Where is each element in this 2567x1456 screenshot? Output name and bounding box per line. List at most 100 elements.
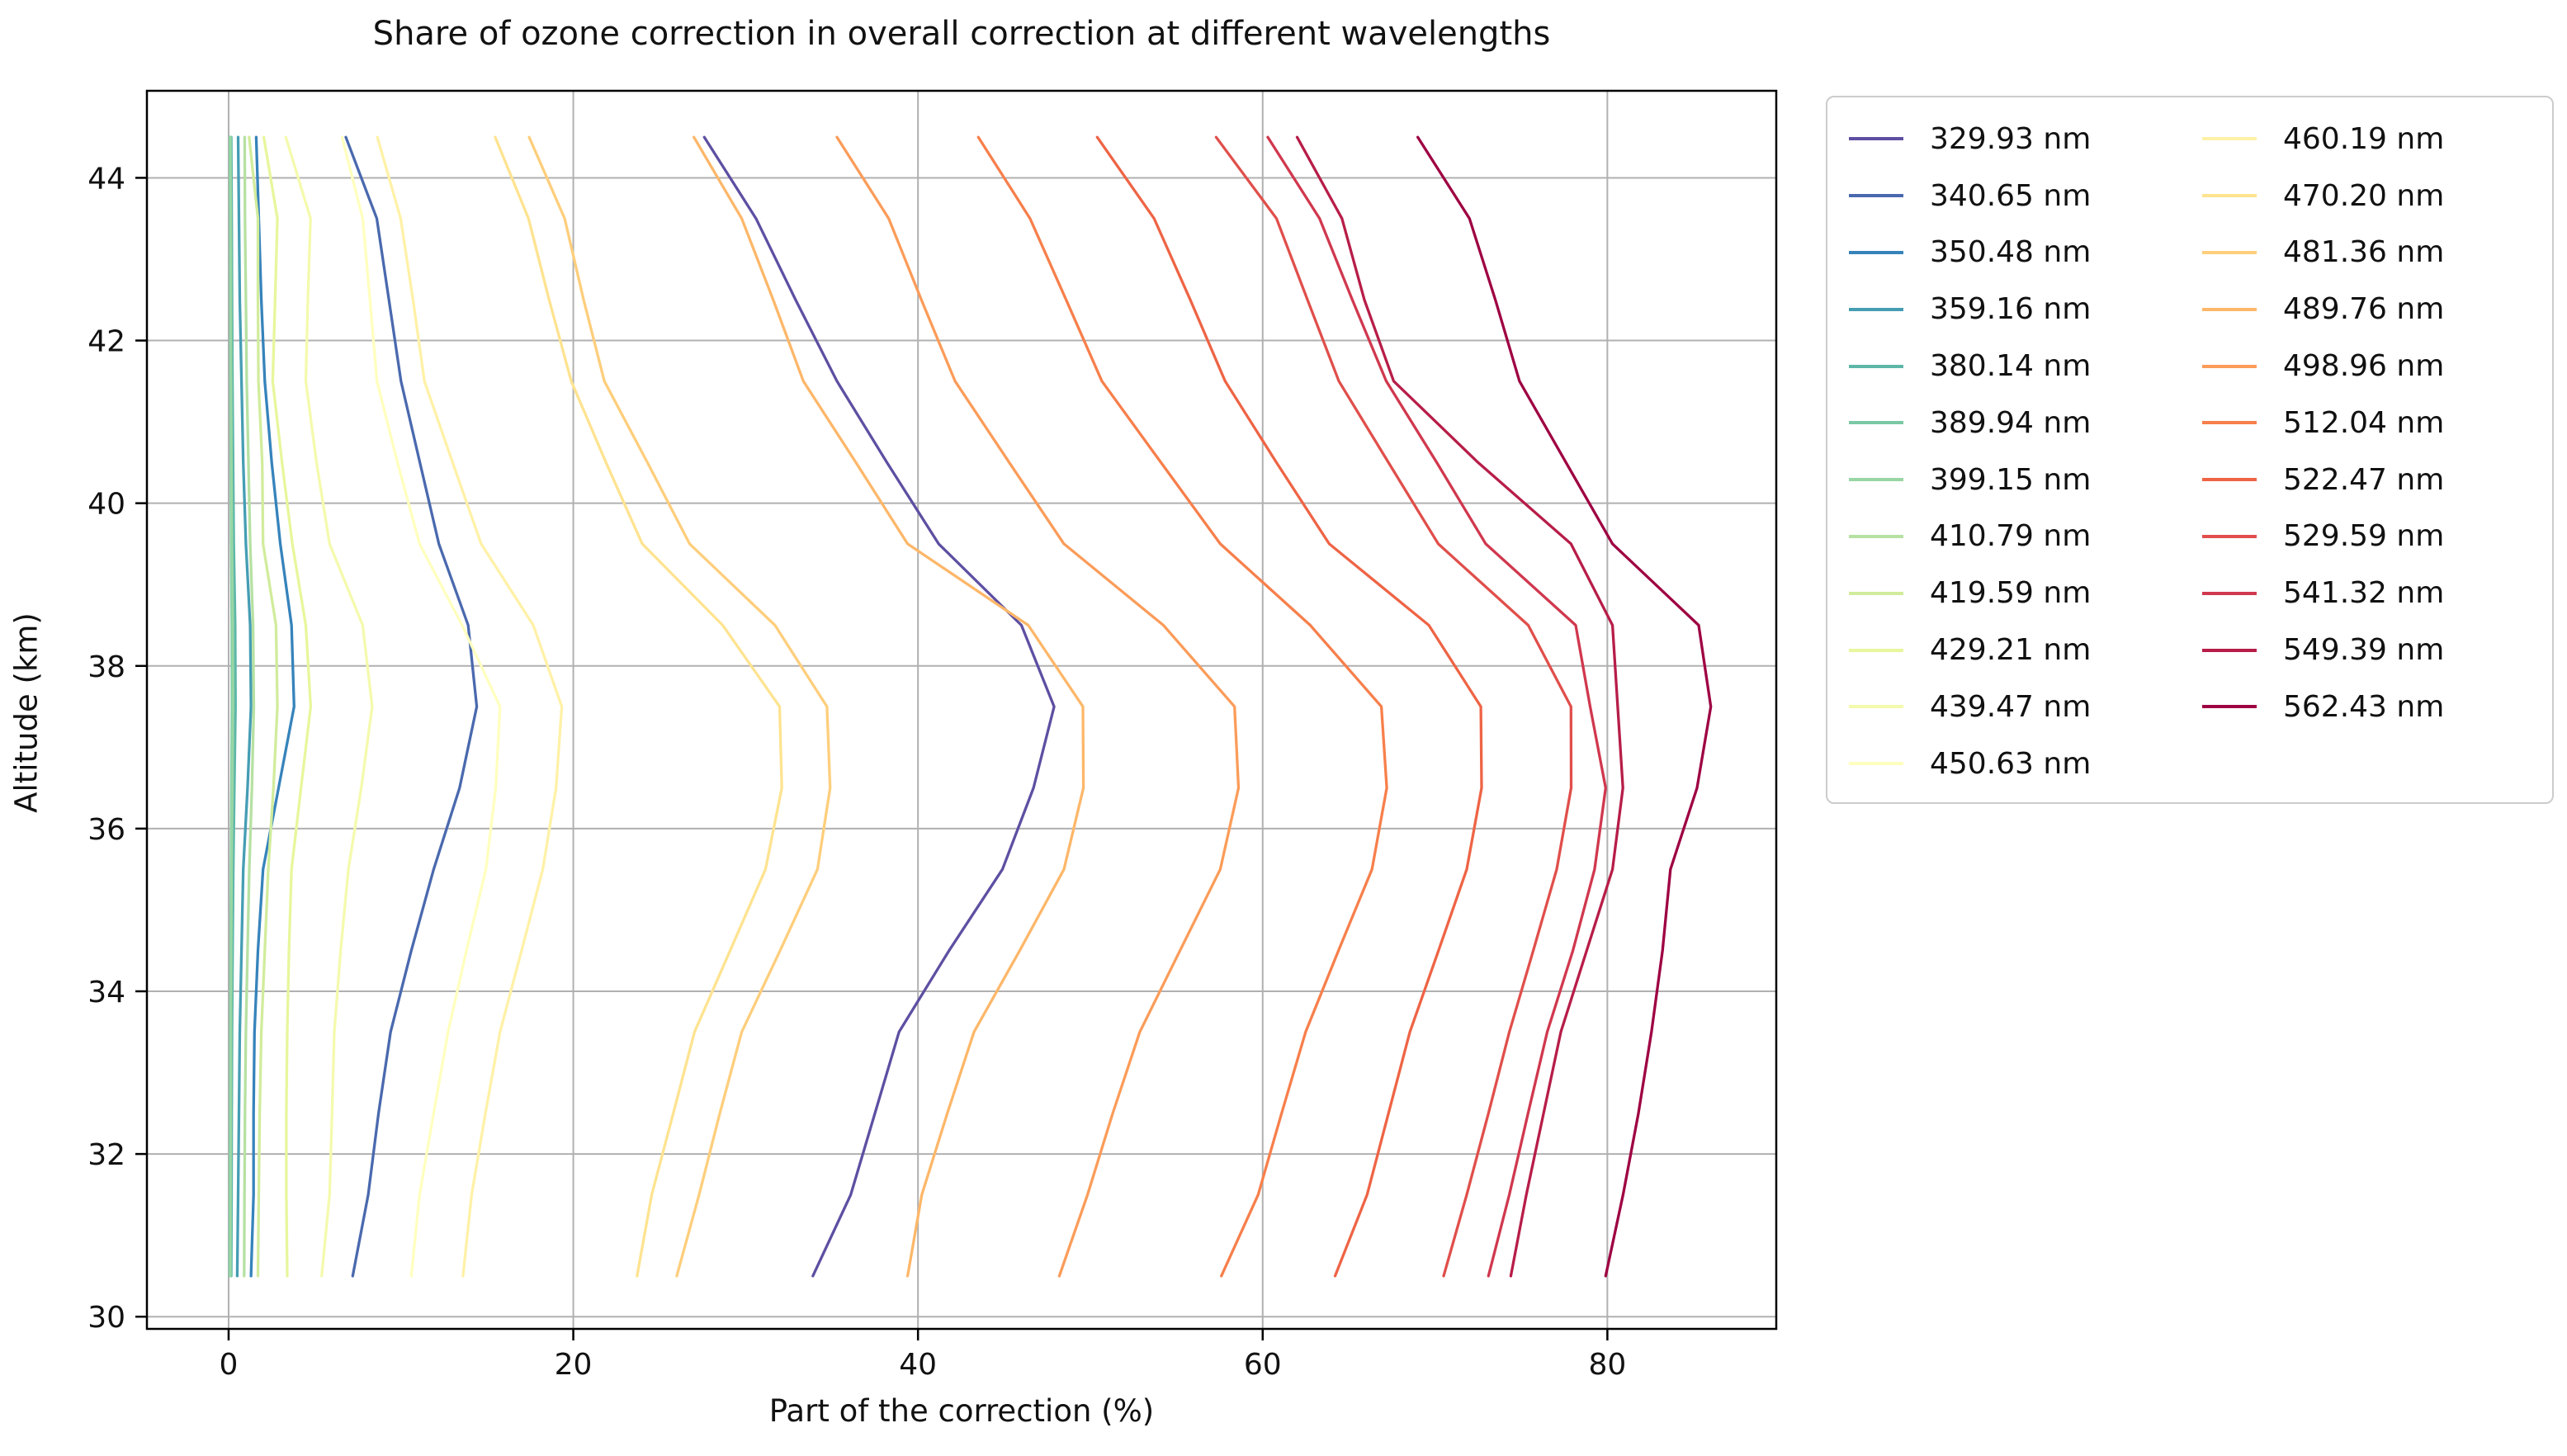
legend-line-sample (2202, 307, 2257, 311)
series-line (243, 135, 256, 1278)
legend-item: 350.48 nm (1849, 225, 2202, 281)
legend: 329.93 nm 340.65 nm 350.48 nm 359.16 nm 380.… (1826, 96, 2554, 804)
legend-label: 419.59 nm (1930, 576, 2092, 611)
legend-item: 380.14 nm (1849, 338, 2202, 395)
legend-item: 340.65 nm (1849, 168, 2202, 225)
legend-line-sample (1849, 421, 1903, 425)
legend-label: 429.21 nm (1930, 633, 2092, 668)
x-tick-label: 20 (555, 1348, 593, 1382)
legend-label: 340.65 nm (1930, 178, 2092, 213)
series-line (1295, 135, 1624, 1278)
legend-label: 489.76 nm (2283, 292, 2445, 327)
series-line (835, 135, 1241, 1278)
legend-line-sample (1849, 194, 1903, 198)
series-line (702, 135, 1056, 1278)
legend-label: 410.79 nm (1930, 519, 2092, 554)
x-tick-label: 40 (899, 1348, 937, 1382)
legend-label: 541.32 nm (2283, 576, 2445, 611)
legend-item: 522.47 nm (2202, 451, 2544, 508)
legend-item: 410.79 nm (1849, 508, 2202, 565)
legend-line-sample (2202, 478, 2257, 482)
y-tick-label: 30 (87, 1301, 125, 1335)
y-tick-label: 40 (87, 488, 125, 522)
legend-line-sample (1849, 137, 1903, 141)
legend-line-sample (1849, 534, 1903, 538)
series-line (976, 135, 1388, 1278)
series-line (344, 135, 479, 1278)
legend-item: 429.21 nm (1849, 622, 2202, 678)
series-line (376, 135, 564, 1278)
legend-item: 498.96 nm (2202, 338, 2544, 395)
series-line (693, 135, 1085, 1278)
legend-line-sample (2202, 534, 2257, 538)
legend-line-sample (2202, 648, 2257, 652)
series-line (1214, 135, 1573, 1278)
y-tick-label: 42 (87, 325, 125, 359)
legend-line-sample (1849, 307, 1903, 311)
legend-label: 460.19 nm (2283, 121, 2445, 156)
legend-line-sample (1849, 705, 1903, 709)
y-axis-label: Altitude (km) (8, 612, 45, 813)
series-line (494, 135, 783, 1278)
legend-label: 439.47 nm (1930, 689, 2092, 724)
legend-label: 529.59 nm (2283, 519, 2445, 554)
series-line (249, 135, 295, 1278)
legend-label: 470.20 nm (2283, 178, 2445, 213)
legend-label: 549.39 nm (2283, 633, 2445, 668)
legend-item: 562.43 nm (2202, 678, 2544, 735)
series-line (527, 135, 832, 1278)
legend-line-sample (1849, 364, 1903, 368)
series-line (229, 135, 234, 1278)
legend-line-sample (2202, 421, 2257, 425)
legend-label: 562.43 nm (2283, 689, 2445, 724)
y-tick-label: 36 (87, 813, 125, 847)
series-line (340, 135, 502, 1278)
legend-label: 380.14 nm (1930, 349, 2092, 384)
legend-line-sample (1849, 478, 1903, 482)
y-tick-label: 44 (87, 162, 125, 196)
legend-item: 489.76 nm (2202, 281, 2544, 338)
legend-line-sample (1849, 591, 1903, 595)
legend-line-sample (2202, 137, 2257, 141)
series-line (284, 135, 374, 1278)
legend-label: 389.94 nm (1930, 405, 2092, 440)
legend-item: 512.04 nm (2202, 395, 2544, 451)
legend-column-2: 460.19 nm 470.20 nm 481.36 nm 489.76 nm 498.… (2202, 111, 2544, 735)
legend-label: 498.96 nm (2283, 349, 2445, 384)
series-line (235, 135, 253, 1278)
legend-label: 512.04 nm (2283, 405, 2445, 440)
legend-label: 522.47 nm (2283, 462, 2445, 497)
legend-item: 460.19 nm (2202, 111, 2544, 168)
legend-label: 481.36 nm (2283, 235, 2445, 270)
x-tick-label: 60 (1244, 1348, 1282, 1382)
legend-line-sample (2202, 194, 2257, 198)
legend-item: 439.47 nm (1849, 678, 2202, 735)
legend-line-sample (1849, 648, 1903, 652)
legend-item: 329.93 nm (1849, 111, 2202, 168)
series-line (1416, 135, 1713, 1278)
legend-item: 541.32 nm (2202, 565, 2544, 622)
y-tick-label: 34 (87, 976, 125, 1009)
legend-item: 399.15 nm (1849, 451, 2202, 508)
series-line (248, 135, 279, 1278)
plot-border (145, 89, 1778, 1331)
chart-title: Share of ozone correction in overall cor… (372, 15, 1551, 53)
legend-label: 359.16 nm (1930, 292, 2092, 327)
x-axis-label: Part of the correction (%) (768, 1393, 1155, 1429)
legend-line-sample (2202, 705, 2257, 709)
legend-label: 329.93 nm (1930, 121, 2092, 156)
legend-item: 470.20 nm (2202, 168, 2544, 225)
series-line (1095, 135, 1483, 1278)
legend-label: 350.48 nm (1930, 235, 2092, 270)
series-line (1266, 135, 1607, 1278)
x-tick-label: 80 (1588, 1348, 1626, 1382)
legend-line-sample (1849, 250, 1903, 254)
legend-column-1: 329.93 nm 340.65 nm 350.48 nm 359.16 nm 380.… (1849, 111, 2202, 792)
legend-item: 450.63 nm (1849, 735, 2202, 792)
y-tick-label: 38 (87, 650, 125, 684)
legend-line-sample (2202, 591, 2257, 595)
legend-line-sample (2202, 364, 2257, 368)
legend-item: 419.59 nm (1849, 565, 2202, 622)
